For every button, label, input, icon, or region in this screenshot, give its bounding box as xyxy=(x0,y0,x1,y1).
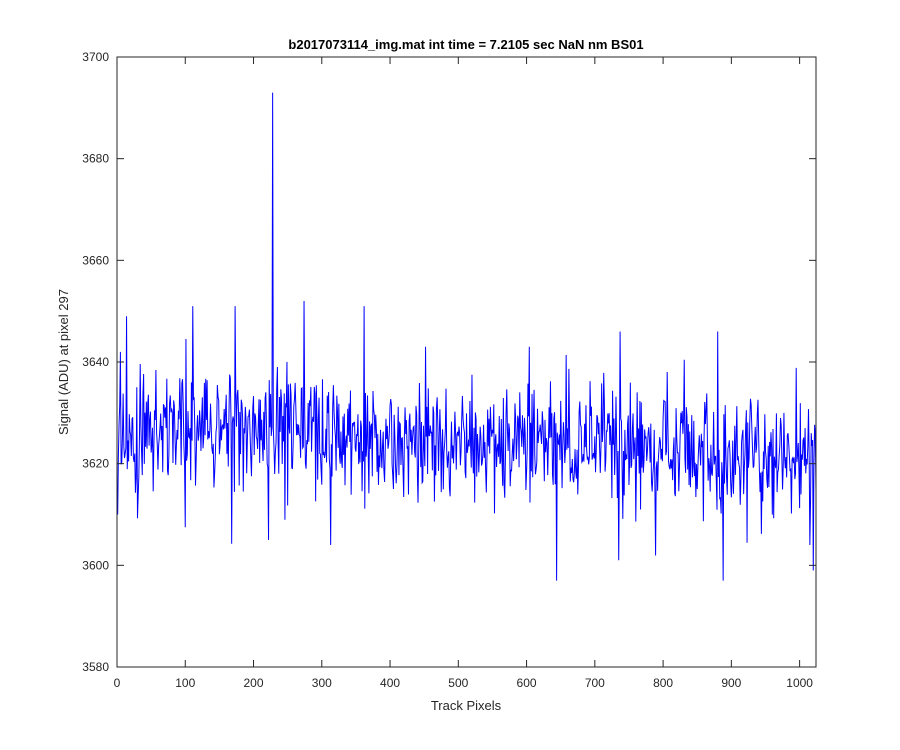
y-tick-label: 3700 xyxy=(82,50,109,64)
x-tick-label: 900 xyxy=(721,676,741,690)
x-tick-label: 100 xyxy=(175,676,195,690)
chart-title: b2017073114_img.mat int time = 7.2105 se… xyxy=(288,37,643,52)
x-axis-label: Track Pixels xyxy=(431,698,502,713)
x-tick-label: 800 xyxy=(653,676,673,690)
x-tick-label: 200 xyxy=(244,676,264,690)
plot-area xyxy=(117,57,816,667)
series-layer xyxy=(117,92,817,581)
x-tick-label: 1000 xyxy=(786,676,813,690)
y-axis-label: Signal (ADU) at pixel 297 xyxy=(56,289,71,435)
x-tick-label: 500 xyxy=(448,676,468,690)
y-tick-label: 3660 xyxy=(82,253,109,267)
x-tick-label: 600 xyxy=(517,676,537,690)
x-tick-label: 0 xyxy=(114,676,121,690)
x-tick-label: 300 xyxy=(312,676,332,690)
y-tick-label: 3640 xyxy=(82,355,109,369)
signal-series-line xyxy=(117,92,817,581)
y-tick-label: 3600 xyxy=(82,558,109,572)
y-tick-label: 3580 xyxy=(82,660,109,674)
y-tick-label: 3620 xyxy=(82,457,109,471)
y-tick-label: 3680 xyxy=(82,152,109,166)
ticks-layer: 0 100 200 300 400 500 600 700 800 900 1000 3580 3600… xyxy=(82,50,816,690)
x-tick-label: 700 xyxy=(585,676,605,690)
x-tick-label: 400 xyxy=(380,676,400,690)
